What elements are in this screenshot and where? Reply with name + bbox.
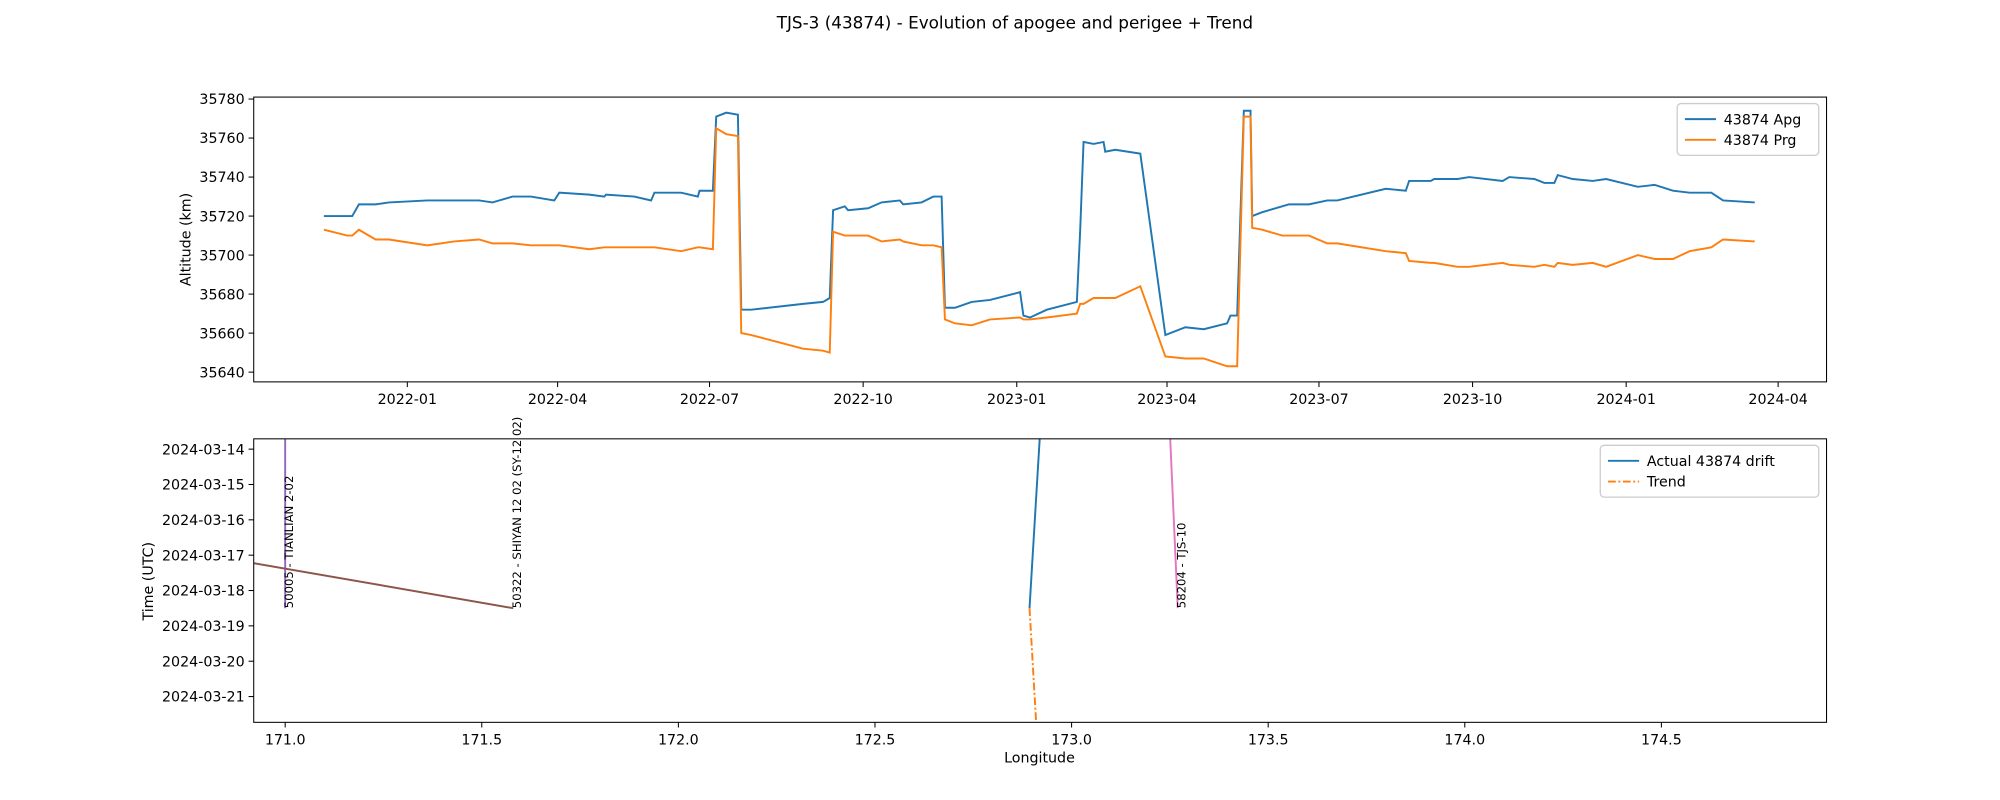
y-tick-label: 35740 bbox=[199, 170, 244, 186]
y-tick-label: 35660 bbox=[199, 326, 244, 342]
plot-area bbox=[253, 438, 1179, 723]
x-tick-label: 2022-10 bbox=[833, 392, 892, 408]
x-tick-label: 171.5 bbox=[461, 732, 502, 748]
track-label: 50005 - TIANLIAN 2-02 bbox=[282, 476, 296, 609]
legend-box bbox=[1676, 102, 1820, 156]
x-tick-label: 174.5 bbox=[1641, 732, 1682, 748]
x-tick-label: 174.0 bbox=[1444, 732, 1485, 748]
x-tick-label: 2024-01 bbox=[1596, 392, 1655, 408]
y-tick-label: 2024-03-15 bbox=[162, 478, 245, 494]
y-tick-label: 35780 bbox=[199, 92, 244, 108]
legend-label: 43874 Apg bbox=[1724, 112, 1802, 128]
series-line bbox=[323, 109, 1755, 337]
axes-frame bbox=[253, 96, 1828, 383]
x-tick-label: 2022-04 bbox=[528, 392, 587, 408]
x-tick-label: 171.0 bbox=[265, 732, 306, 748]
y-axis-label: Altitude (km) bbox=[178, 193, 194, 286]
y-tick-label: 2024-03-20 bbox=[162, 654, 245, 670]
track-line bbox=[1169, 438, 1179, 609]
track-label: 50322 - SHIYAN 12 02 (SY-12 02) bbox=[510, 417, 524, 609]
x-tick-label: 172.5 bbox=[855, 732, 896, 748]
chart-title: TJS-3 (43874) - Evolution of apogee and … bbox=[776, 12, 1253, 32]
series-line bbox=[1028, 608, 1038, 723]
y-tick-label: 35760 bbox=[199, 131, 244, 147]
track-line bbox=[253, 562, 514, 610]
x-tick-label: 173.5 bbox=[1248, 732, 1289, 748]
y-tick-label: 2024-03-19 bbox=[162, 619, 245, 635]
x-tick-label: 2024-04 bbox=[1748, 392, 1807, 408]
y-tick-label: 2024-03-17 bbox=[162, 548, 245, 564]
y-tick-label: 35680 bbox=[199, 287, 244, 303]
y-tick-label: 2024-03-18 bbox=[162, 584, 245, 600]
axes-frame bbox=[253, 438, 1828, 723]
series-line bbox=[1028, 438, 1041, 609]
x-tick-label: 2022-01 bbox=[378, 392, 437, 408]
y-tick-label: 35700 bbox=[199, 248, 244, 264]
x-tick-label: 2023-01 bbox=[987, 392, 1046, 408]
x-tick-label: 173.0 bbox=[1051, 732, 1092, 748]
legend-label: 43874 Prg bbox=[1724, 133, 1797, 149]
track-label: 58204 - TJS-10 bbox=[1175, 523, 1189, 609]
legend-box bbox=[1599, 444, 1820, 498]
x-tick-label: 172.0 bbox=[658, 732, 699, 748]
x-tick-label: 2023-10 bbox=[1443, 392, 1502, 408]
plot-area bbox=[323, 109, 1755, 368]
y-axis-label: Time (UTC) bbox=[141, 542, 157, 622]
x-tick-label: 2023-07 bbox=[1289, 392, 1348, 408]
y-tick-label: 35720 bbox=[199, 209, 244, 225]
legend-label: Trend bbox=[1646, 475, 1686, 491]
series-line bbox=[323, 115, 1755, 368]
x-axis-label: Longitude bbox=[1004, 750, 1075, 766]
y-tick-label: 35640 bbox=[199, 365, 244, 381]
y-tick-label: 2024-03-21 bbox=[162, 690, 245, 706]
legend-label: Actual 43874 drift bbox=[1647, 454, 1775, 470]
x-tick-label: 2022-07 bbox=[680, 392, 739, 408]
x-tick-label: 2023-04 bbox=[1137, 392, 1196, 408]
y-tick-label: 2024-03-14 bbox=[162, 442, 245, 458]
y-tick-label: 2024-03-16 bbox=[162, 513, 245, 529]
